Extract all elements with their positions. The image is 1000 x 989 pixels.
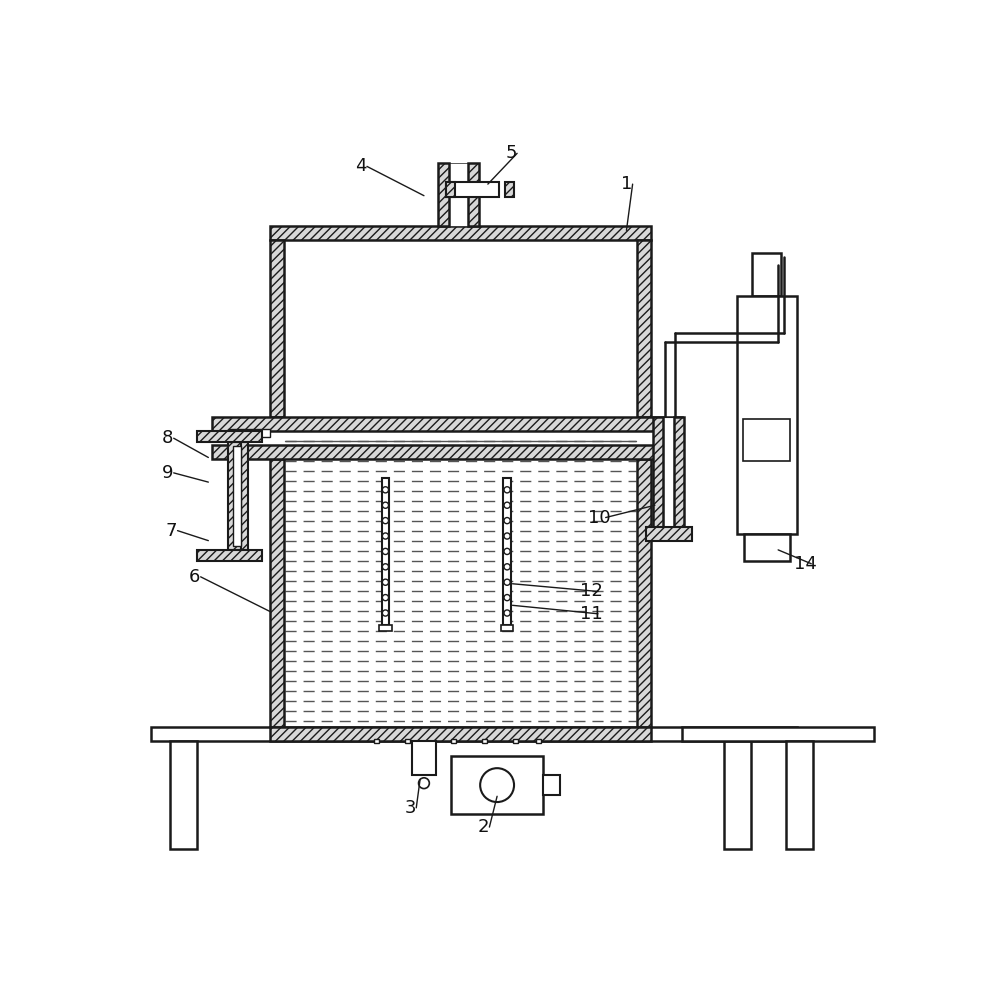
Text: 4: 4 bbox=[355, 157, 367, 175]
Bar bbox=[382, 479, 389, 625]
Text: 2: 2 bbox=[477, 818, 489, 836]
Bar bbox=[438, 163, 449, 226]
Circle shape bbox=[382, 564, 389, 570]
Text: 3: 3 bbox=[404, 799, 416, 817]
Bar bbox=[744, 534, 790, 562]
Bar bbox=[374, 739, 379, 743]
Circle shape bbox=[382, 533, 389, 539]
Bar bbox=[405, 739, 410, 743]
Bar bbox=[446, 182, 455, 197]
Bar bbox=[752, 253, 781, 296]
Bar bbox=[446, 182, 499, 197]
Bar bbox=[682, 727, 874, 741]
Text: 10: 10 bbox=[588, 508, 611, 526]
Circle shape bbox=[504, 548, 510, 555]
Circle shape bbox=[504, 594, 510, 600]
Bar bbox=[212, 445, 682, 459]
Circle shape bbox=[504, 502, 510, 508]
Bar bbox=[501, 625, 513, 631]
Bar bbox=[151, 727, 797, 741]
Bar bbox=[451, 757, 543, 814]
Bar bbox=[503, 479, 511, 625]
Bar bbox=[743, 419, 790, 461]
Circle shape bbox=[504, 610, 510, 616]
Circle shape bbox=[382, 594, 389, 600]
Bar bbox=[241, 442, 248, 550]
Bar bbox=[786, 741, 813, 849]
Circle shape bbox=[504, 564, 510, 570]
Circle shape bbox=[504, 580, 510, 585]
Bar bbox=[653, 417, 663, 527]
Bar bbox=[412, 741, 436, 775]
Circle shape bbox=[382, 548, 389, 555]
Circle shape bbox=[382, 517, 389, 524]
Circle shape bbox=[419, 777, 429, 788]
Bar bbox=[512, 739, 518, 743]
Text: 14: 14 bbox=[794, 555, 817, 573]
Bar bbox=[270, 240, 284, 417]
Circle shape bbox=[382, 487, 389, 493]
Text: 1: 1 bbox=[621, 175, 632, 193]
Bar bbox=[737, 296, 797, 534]
Bar bbox=[637, 240, 651, 417]
Bar bbox=[233, 446, 241, 546]
Bar bbox=[449, 163, 469, 226]
Bar bbox=[646, 527, 692, 541]
Circle shape bbox=[382, 502, 389, 508]
Bar bbox=[724, 741, 751, 849]
Text: 12: 12 bbox=[580, 583, 603, 600]
Bar bbox=[270, 727, 651, 741]
Text: 5: 5 bbox=[505, 144, 517, 162]
Bar bbox=[543, 775, 560, 795]
Bar bbox=[482, 739, 487, 743]
Bar bbox=[505, 182, 514, 197]
Bar bbox=[228, 429, 270, 437]
Circle shape bbox=[504, 487, 510, 493]
Text: 11: 11 bbox=[580, 605, 603, 623]
Bar bbox=[536, 739, 541, 743]
Circle shape bbox=[504, 517, 510, 524]
Bar bbox=[637, 459, 651, 727]
Bar bbox=[212, 417, 682, 431]
Bar bbox=[270, 459, 284, 727]
Circle shape bbox=[382, 610, 389, 616]
Text: 8: 8 bbox=[162, 429, 173, 447]
Bar bbox=[270, 226, 651, 240]
Bar bbox=[663, 417, 674, 527]
Bar bbox=[284, 240, 637, 417]
Bar bbox=[197, 430, 262, 442]
Bar bbox=[228, 442, 241, 550]
Bar bbox=[197, 550, 262, 562]
Circle shape bbox=[480, 768, 514, 802]
Bar bbox=[170, 741, 197, 849]
Bar bbox=[451, 739, 456, 743]
Circle shape bbox=[504, 533, 510, 539]
Circle shape bbox=[382, 580, 389, 585]
Text: 9: 9 bbox=[162, 464, 173, 482]
Text: 7: 7 bbox=[166, 521, 177, 540]
Bar bbox=[379, 625, 392, 631]
Bar bbox=[468, 163, 479, 226]
Bar bbox=[674, 417, 684, 527]
Text: 6: 6 bbox=[189, 568, 200, 585]
